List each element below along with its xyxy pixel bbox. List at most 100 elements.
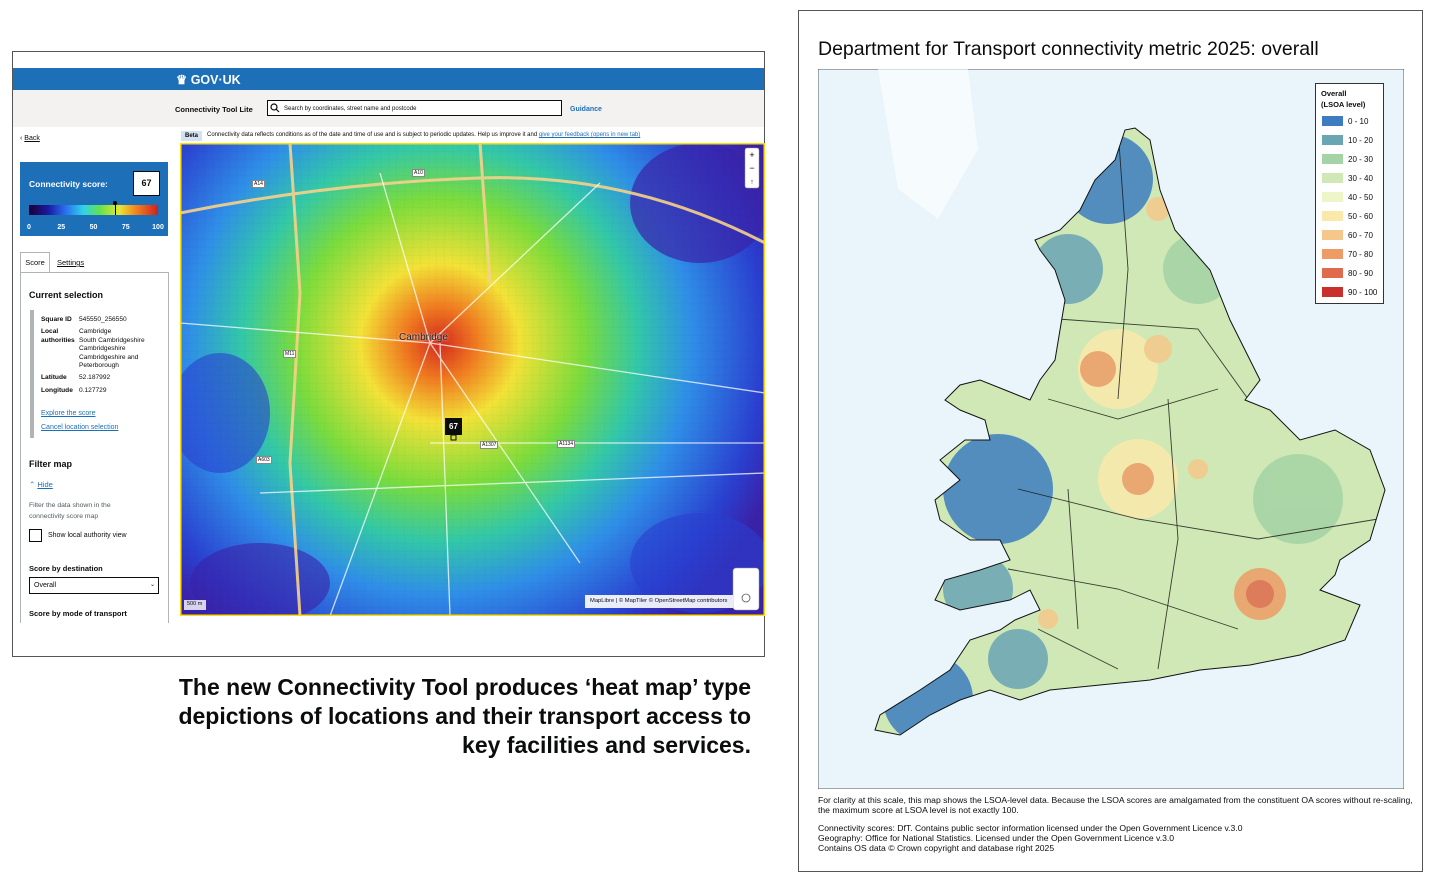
scale-tick-label: 100 [152, 224, 164, 231]
field-value: 52.187992 [79, 374, 111, 382]
legend-swatch [1322, 230, 1343, 240]
legend-label: 0 - 10 [1348, 117, 1369, 126]
scale-bar: 500 m [187, 601, 203, 607]
svg-text:↑: ↑ [750, 179, 754, 186]
field-values: 52.187992 [79, 374, 110, 382]
heat-map: + − ↑ [180, 143, 765, 616]
footnote: For clarity at this scale, this map show… [818, 795, 1413, 805]
scale-tick-label: 50 [89, 224, 98, 231]
fields: Square ID 545550_256550 Local authorities C… [41, 316, 161, 399]
brand: ♛ GOV·UK [176, 73, 241, 87]
beta-text: Connectivity data reflects conditions as… [207, 132, 538, 138]
footnote: Contains OS data © Crown copyright and d… [818, 843, 1055, 853]
footnote: Geography: Office for National Statistic… [818, 833, 1175, 843]
legend-label: 30 - 40 [1348, 174, 1373, 183]
score-label: Connectivity score: [29, 179, 108, 189]
field-row: Latitude 52.187992 [41, 374, 161, 382]
svg-text:+: + [749, 150, 754, 160]
field-label: Score by mode of transport [29, 609, 127, 618]
legend-swatch [1322, 135, 1343, 145]
map-frame [798, 10, 1423, 872]
footnotes: For clarity at this scale, this map show… [818, 795, 1413, 853]
select-value: Overall [34, 582, 57, 589]
legend-swatch [1322, 173, 1343, 183]
hide-row[interactable]: ⌃ Hide [29, 480, 53, 489]
road-label: M11 [283, 350, 297, 358]
caption-line: key facilities and services. [462, 732, 751, 758]
search-box[interactable]: Search by coordinates, street name and p… [267, 100, 562, 116]
legend-title: Overall [1321, 89, 1347, 98]
legend-swatch [1322, 249, 1343, 259]
legend-swatch [1322, 116, 1343, 126]
legend-swatch [1322, 268, 1343, 278]
field-label: Latitude [41, 374, 67, 382]
map-score-marker: 67 [449, 422, 458, 431]
back-link[interactable]: Back [24, 135, 40, 142]
tab[interactable]: Settings [57, 258, 85, 267]
legend-label: 80 - 90 [1348, 269, 1373, 278]
checkbox-label: Show local authority view [48, 532, 127, 539]
select[interactable]: Overall ⌄ [29, 577, 159, 594]
road-label: A14 [252, 180, 265, 188]
attribution: MapLibre | © MapTiler © OpenStreetMap co… [590, 598, 728, 604]
field-row: Square ID 545550_256550 [41, 316, 161, 324]
search-placeholder: Search by coordinates, street name and p… [284, 106, 417, 112]
search-icon [270, 103, 280, 113]
road-label: A1307 [480, 441, 499, 449]
legend-swatch [1322, 192, 1343, 202]
feedback-link[interactable]: give your feedback (opens in new tab) [538, 132, 641, 138]
link[interactable]: Cancel location selection [41, 424, 119, 431]
road-label: A10 [412, 169, 425, 177]
legend-label: 10 - 20 [1348, 136, 1373, 145]
legend-label: 90 - 100 [1348, 288, 1378, 297]
field-row: Local authorities Cambridge South Cambridg… [41, 328, 161, 370]
footnote: Connectivity scores: DfT. Contains publi… [818, 823, 1243, 833]
score-value: 67 [133, 171, 160, 196]
checkbox[interactable] [29, 529, 42, 542]
hide-link[interactable]: Hide [37, 480, 53, 489]
legend-label: 70 - 80 [1348, 250, 1373, 259]
field-value: Cambridge [79, 328, 112, 336]
legend-swatch [1322, 287, 1343, 297]
inset-bar [30, 310, 34, 438]
brand-text: GOV·UK [190, 73, 241, 87]
legend-label: 40 - 50 [1348, 193, 1373, 202]
govuk-header [13, 68, 764, 90]
scale-tick-label: 25 [57, 224, 66, 231]
field-value: South Cambridgeshire [79, 336, 145, 344]
field-values: 545550_256550 [79, 316, 127, 324]
field-values: Cambridge South Cambridgeshire Cambridgesh… [79, 328, 161, 370]
england-map [818, 69, 1404, 789]
scale-tick-label: 75 [121, 224, 130, 231]
section-heading: Filter map [29, 459, 73, 469]
guidance-link[interactable]: Guidance [570, 106, 602, 113]
footnote: the maximum score at LSOA level is not e… [818, 805, 1019, 815]
field-value: Cambridgeshire and Peterborough [79, 353, 139, 370]
section-heading: Current selection [29, 290, 104, 300]
legend-title: (LSOA level) [1321, 100, 1366, 109]
road-label: A603 [256, 456, 272, 464]
field-row: Longitude 0.127729 [41, 387, 161, 395]
field-value: Cambridgeshire [79, 345, 126, 353]
score-scale-bar [29, 205, 158, 215]
field-label: Score by destination [29, 564, 103, 573]
caption-line: The new Connectivity Tool produces ‘heat… [178, 674, 751, 700]
tab[interactable]: Score [20, 252, 50, 273]
tool-name: Connectivity Tool Lite [175, 105, 253, 114]
score-marker-line [114, 203, 116, 215]
field-value: 545550_256550 [79, 316, 127, 323]
caption-line: depictions of locations and their transp… [178, 703, 751, 729]
road-label: A1134 [557, 440, 576, 448]
field-label: Longitude [41, 386, 73, 394]
legend-swatch [1322, 154, 1343, 164]
map-title: Department for Transport connectivity me… [818, 38, 1319, 60]
hint: Filter the data shown in the connectivit… [29, 502, 111, 520]
field-label: Local authorities [41, 328, 75, 344]
map-city-label: Cambridge [399, 332, 448, 343]
legend-label: 20 - 30 [1348, 155, 1373, 164]
legend: Overall (LSOA level) 0 - 10 10 - 20 20 - 30 3… [1315, 83, 1384, 304]
tab-panel [20, 272, 169, 623]
link[interactable]: Explore the score [41, 410, 96, 417]
caption: The new Connectivity Tool produces ‘heat… [100, 673, 751, 760]
